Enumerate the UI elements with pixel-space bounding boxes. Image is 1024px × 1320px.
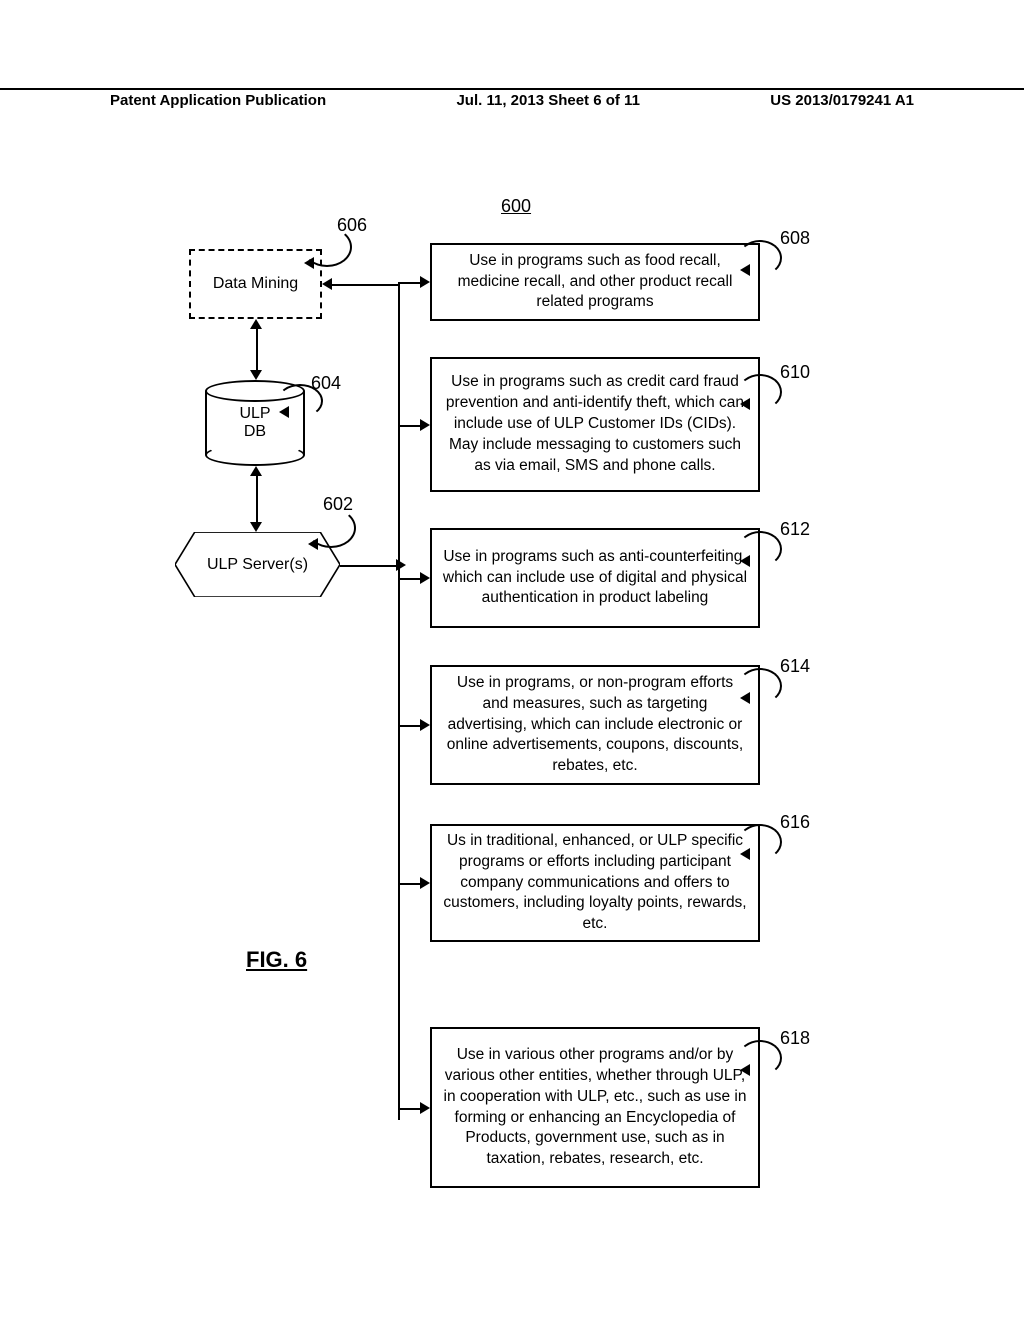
header-center: Jul. 11, 2013 Sheet 6 of 11 bbox=[456, 92, 639, 109]
use-box-614: Use in programs, or non-program efforts … bbox=[430, 665, 760, 785]
ulp-db-label-top: ULP bbox=[239, 405, 270, 423]
node-data-mining: Data Mining bbox=[189, 249, 322, 319]
use-box-618: Use in various other programs and/or by … bbox=[430, 1027, 760, 1188]
ref-614: 614 bbox=[780, 656, 810, 677]
use-box-text: Us in traditional, enhanced, or ULP spec… bbox=[442, 831, 748, 936]
page-header: Patent Application Publication Jul. 11, … bbox=[0, 88, 1024, 109]
figure-title: FIG. 6 bbox=[246, 947, 307, 973]
data-mining-label: Data Mining bbox=[213, 275, 298, 293]
ref-600: 600 bbox=[501, 196, 531, 217]
ref-610: 610 bbox=[780, 362, 810, 383]
use-box-text: Use in programs such as food recall, med… bbox=[442, 251, 748, 314]
use-box-608: Use in programs such as food recall, med… bbox=[430, 243, 760, 321]
use-box-text: Use in programs, or non-program efforts … bbox=[442, 673, 748, 778]
use-box-616: Us in traditional, enhanced, or ULP spec… bbox=[430, 824, 760, 942]
header-right: US 2013/0179241 A1 bbox=[770, 92, 914, 109]
use-box-612: Use in programs such as anti-counterfeit… bbox=[430, 528, 760, 628]
ref-618: 618 bbox=[780, 1028, 810, 1049]
use-box-text: Use in programs such as anti-counterfeit… bbox=[442, 547, 748, 610]
ulp-servers-label: ULP Server(s) bbox=[207, 556, 308, 573]
ref-608: 608 bbox=[780, 228, 810, 249]
ref-612: 612 bbox=[780, 519, 810, 540]
use-box-text: Use in programs such as credit card frau… bbox=[442, 372, 748, 477]
use-box-text: Use in various other programs and/or by … bbox=[442, 1045, 748, 1171]
header-left: Patent Application Publication bbox=[110, 92, 326, 109]
use-box-610: Use in programs such as credit card frau… bbox=[430, 357, 760, 492]
ref-616: 616 bbox=[780, 812, 810, 833]
ulp-db-label-bot: DB bbox=[244, 423, 266, 441]
